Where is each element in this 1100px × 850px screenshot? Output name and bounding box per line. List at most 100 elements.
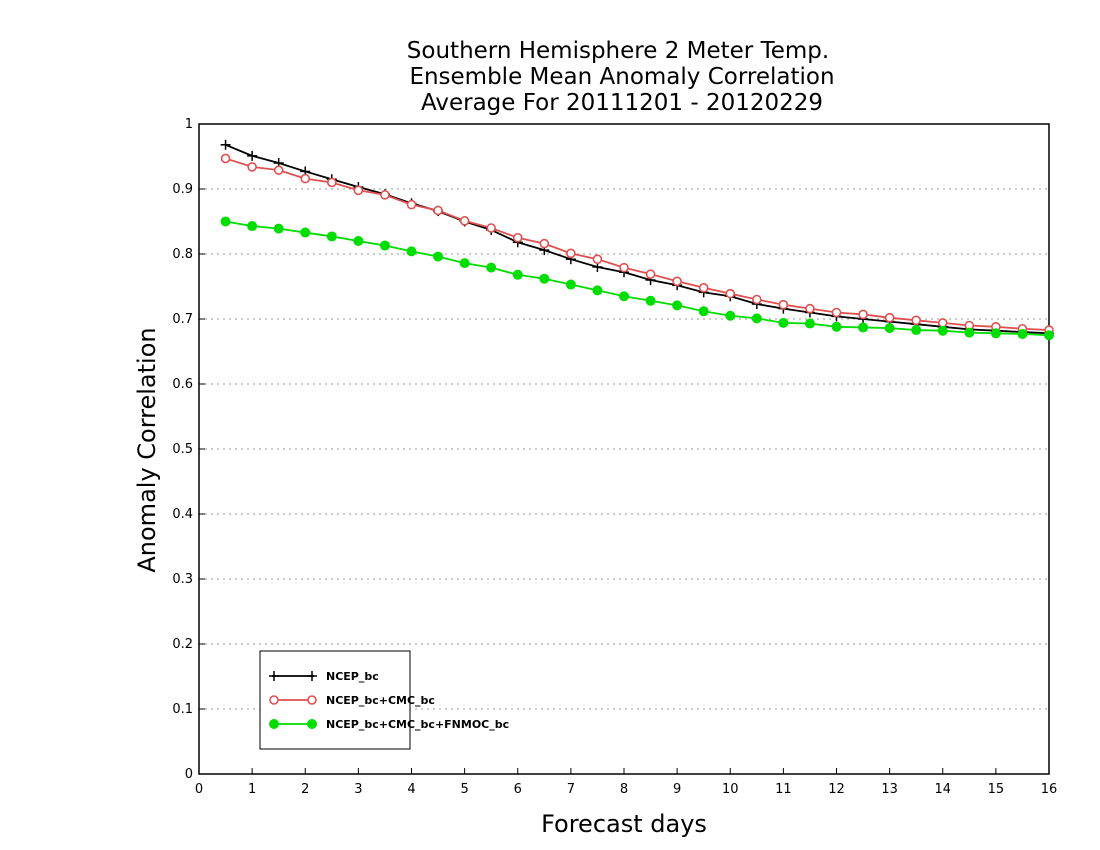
data-point — [937, 318, 948, 328]
legend-marker — [269, 695, 279, 705]
y-tick-label: 1 — [185, 117, 193, 132]
data-point — [539, 238, 550, 249]
legend-marker — [307, 719, 317, 729]
x-tick-label: 3 — [354, 782, 362, 797]
x-tick-label: 8 — [620, 782, 628, 797]
data-point — [645, 295, 656, 306]
x-tick-label: 1 — [248, 782, 256, 797]
data-point — [433, 251, 444, 262]
data-point — [1044, 330, 1054, 341]
y-tick-label: 0.9 — [172, 182, 193, 197]
data-point — [725, 310, 736, 321]
data-point — [459, 216, 470, 226]
data-point — [884, 312, 895, 323]
data-point — [380, 190, 390, 200]
data-point — [592, 254, 603, 265]
data-point — [911, 315, 921, 326]
data-point — [486, 223, 496, 233]
data-point — [672, 276, 682, 287]
data-point — [645, 269, 656, 279]
data-point — [751, 313, 762, 324]
data-point — [406, 199, 417, 210]
data-point — [353, 236, 364, 246]
series-3 — [220, 216, 1054, 341]
y-tick-label: 0.1 — [172, 702, 193, 717]
series-layer — [220, 139, 1054, 341]
series-2 — [220, 153, 1054, 335]
x-tick-label: 16 — [1041, 782, 1058, 797]
legend-label: NCEP_bc+CMC_bc — [326, 694, 435, 707]
x-axis-label: Forecast days — [541, 810, 707, 838]
data-point — [964, 327, 975, 338]
data-point — [220, 139, 231, 150]
data-point — [592, 285, 603, 296]
data-point — [805, 303, 815, 314]
y-axis: 0 0.1 0.2 0.3 0.4 0.5 0.6 0.7 0.8 0.9 1 — [172, 117, 205, 782]
data-point — [831, 321, 842, 332]
y-tick-label: 0.8 — [172, 247, 193, 262]
data-point — [619, 262, 629, 273]
y-tick-label: 0.2 — [172, 637, 193, 652]
data-point — [752, 294, 762, 305]
chart-title-line-2: Ensemble Mean Anomaly Correlation — [409, 64, 834, 90]
x-tick-label: 2 — [301, 782, 309, 797]
x-tick-label: 4 — [407, 782, 415, 797]
data-point — [831, 307, 842, 318]
data-point — [247, 150, 258, 161]
x-tick-label: 9 — [673, 782, 681, 797]
data-point — [539, 273, 550, 284]
data-point — [698, 282, 709, 293]
x-tick-label: 13 — [881, 782, 898, 797]
data-point — [884, 323, 895, 334]
data-point — [778, 299, 789, 310]
data-point — [672, 300, 683, 311]
data-point — [273, 223, 284, 234]
x-tick-label: 11 — [775, 782, 792, 797]
chart-title-line-3: Average For 20111201 - 20120229 — [421, 90, 823, 116]
data-point — [327, 177, 337, 188]
data-point — [804, 318, 815, 329]
data-point — [565, 279, 576, 290]
data-point — [459, 258, 470, 269]
series-line — [225, 220, 1050, 337]
data-point — [858, 309, 868, 320]
data-point — [300, 173, 311, 184]
legend-marker — [307, 671, 317, 681]
data-point — [433, 205, 443, 216]
data-point — [778, 317, 789, 328]
x-tick-label: 6 — [514, 782, 522, 797]
y-tick-label: 0.5 — [172, 442, 193, 457]
data-point — [247, 162, 257, 172]
x-tick-label: 15 — [988, 782, 1005, 797]
data-point — [566, 248, 576, 259]
data-point — [300, 227, 311, 238]
data-point — [698, 306, 709, 317]
data-point — [406, 246, 417, 257]
y-tick-label: 0.4 — [172, 507, 193, 522]
data-point — [1017, 328, 1028, 339]
chart-title-line-1: Southern Hemisphere 2 Meter Temp. — [407, 38, 829, 64]
x-axis: 0 1 2 3 4 5 6 7 8 9 10 11 12 13 14 15 16 — [195, 768, 1057, 797]
data-point — [220, 216, 231, 227]
legend-marker — [269, 719, 279, 729]
y-tick-label: 0.7 — [172, 312, 193, 327]
y-tick-label: 0.6 — [172, 377, 193, 392]
data-point — [858, 322, 869, 333]
data-point — [353, 185, 364, 196]
legend-marker — [307, 695, 317, 705]
data-point — [512, 269, 523, 280]
x-tick-label: 12 — [828, 782, 845, 797]
data-point — [273, 165, 284, 175]
legend-label: NCEP_bc+CMC_bc+FNMOC_bc — [326, 718, 509, 731]
data-point — [486, 262, 497, 273]
legend-marker — [269, 671, 279, 681]
y-tick-label: 0.3 — [172, 572, 193, 587]
legend: NCEP_bc NCEP_bc+CMC_bc NCEP_bc+CMC_bc+FNMO… — [259, 650, 509, 750]
y-axis-label: Anomaly Correlation — [133, 327, 161, 572]
data-point — [326, 231, 337, 242]
x-tick-label: 7 — [567, 782, 575, 797]
x-tick-label: 5 — [460, 782, 468, 797]
data-point — [512, 232, 523, 243]
x-tick-label: 10 — [722, 782, 739, 797]
